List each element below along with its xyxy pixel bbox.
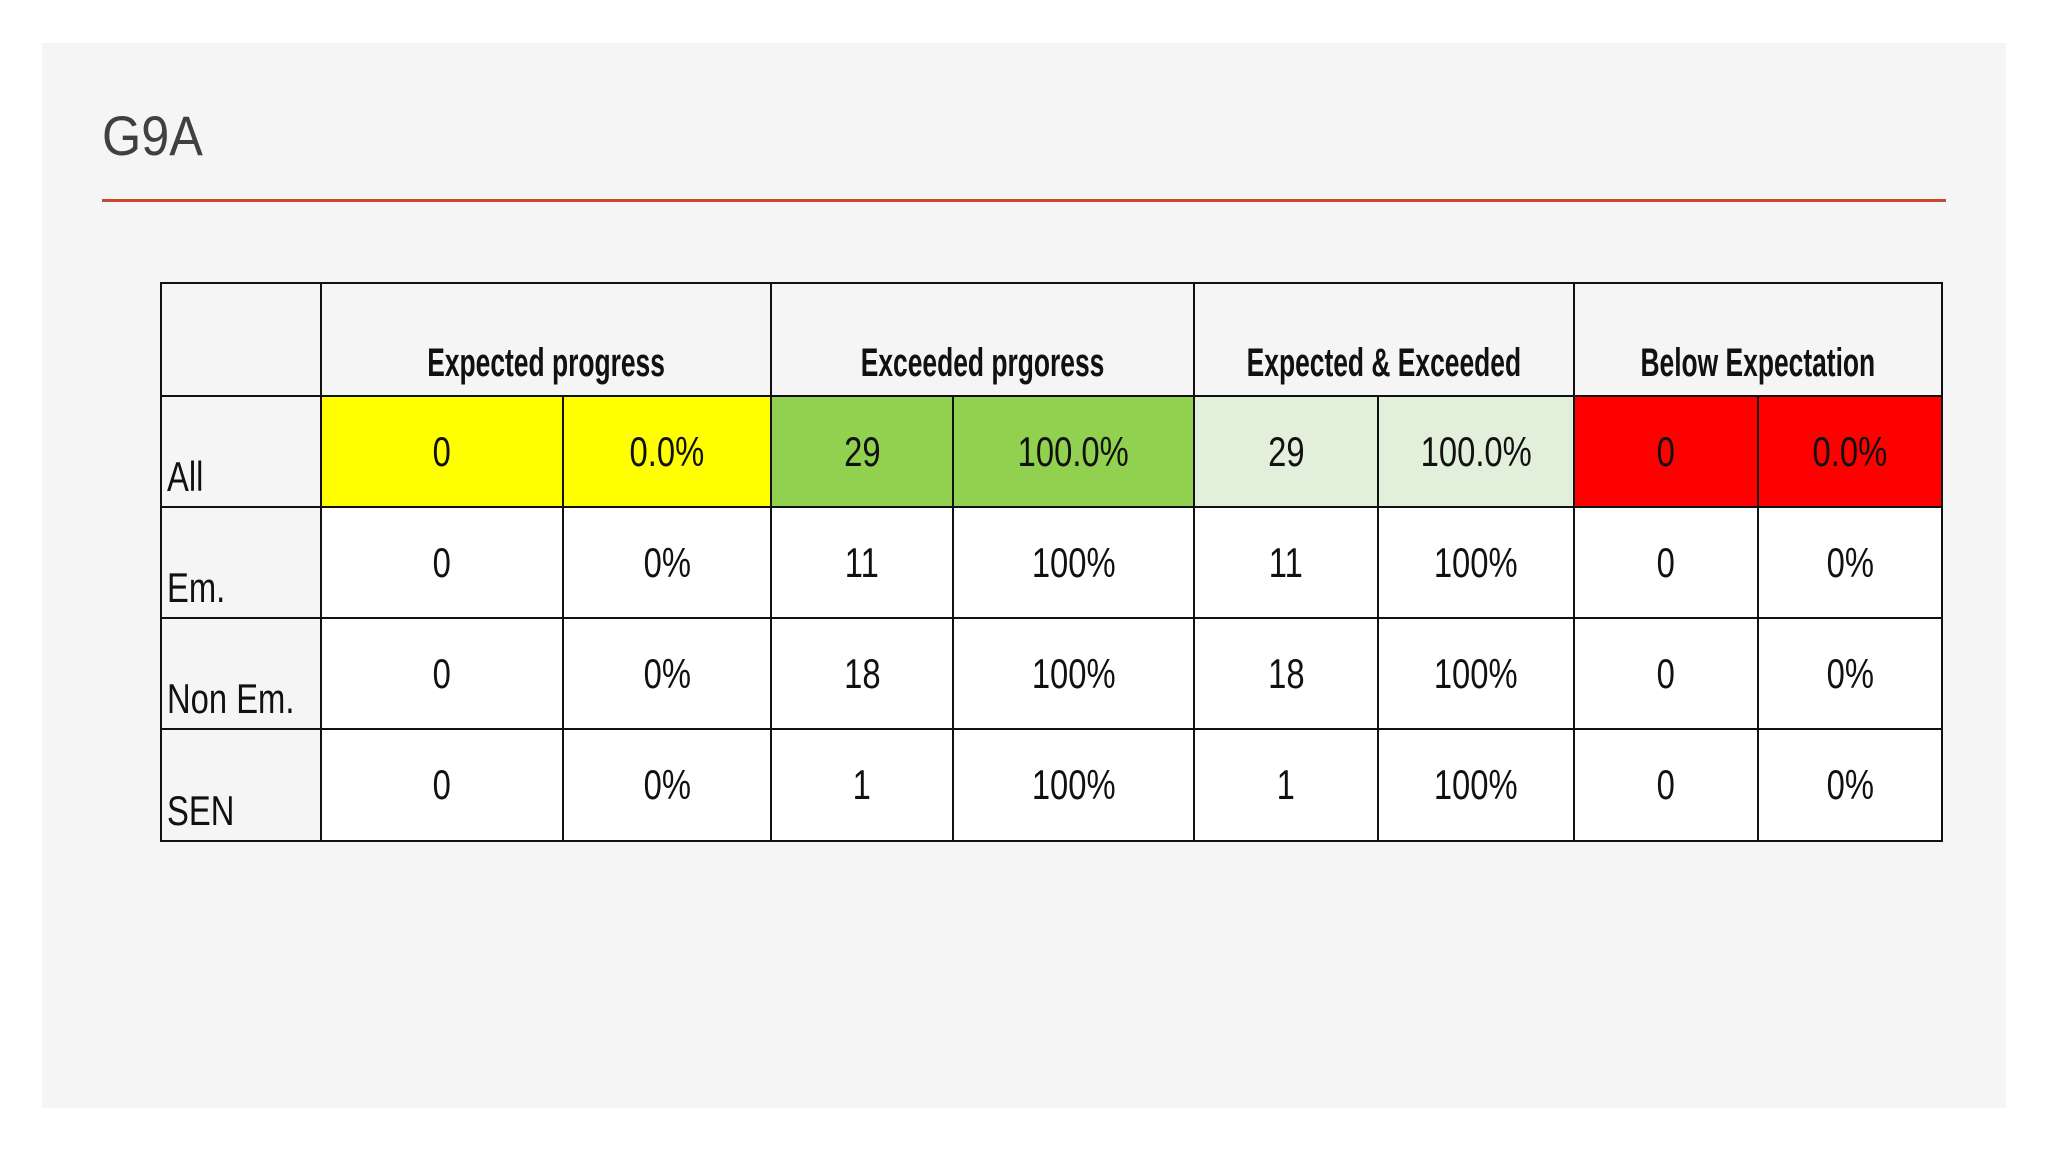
cell-value: 1 bbox=[1194, 729, 1378, 841]
cell-value: 0 bbox=[321, 507, 563, 618]
grid-line bbox=[160, 282, 1943, 284]
cell-value: 0% bbox=[1758, 507, 1942, 618]
grid-line bbox=[952, 396, 954, 841]
row-label: SEN bbox=[167, 787, 235, 834]
grid-line bbox=[1377, 396, 1379, 841]
cell-value: 0 bbox=[321, 396, 563, 507]
cell-value: 0 bbox=[1574, 618, 1758, 729]
grid-line bbox=[1941, 283, 1943, 841]
cell-value: 100% bbox=[953, 729, 1194, 841]
cell-value: 0% bbox=[563, 507, 771, 618]
slide-title: G9A bbox=[102, 104, 203, 167]
cell-value: 0.0% bbox=[563, 396, 771, 507]
cell-value: 0 bbox=[1574, 729, 1758, 841]
row-label: All bbox=[167, 453, 204, 500]
cell-value: 0 bbox=[321, 729, 563, 841]
row-label: Em. bbox=[167, 564, 226, 611]
cell-value: 0% bbox=[563, 729, 771, 841]
grid-line bbox=[562, 396, 564, 841]
cell-value: 0 bbox=[1574, 396, 1758, 507]
grid-line bbox=[160, 283, 162, 841]
grid-line bbox=[160, 617, 1943, 619]
cell-value: 0% bbox=[563, 618, 771, 729]
cell-value: 11 bbox=[1194, 507, 1378, 618]
group-header: Below Expectation bbox=[1640, 341, 1876, 385]
grid-line bbox=[770, 283, 772, 841]
grid-line bbox=[320, 283, 322, 841]
cell-value: 100% bbox=[1378, 618, 1574, 729]
cell-value: 29 bbox=[1194, 396, 1378, 507]
cell-value: 0 bbox=[1574, 507, 1758, 618]
row-label: Non Em. bbox=[167, 675, 295, 722]
cell-value: 100.0% bbox=[953, 396, 1194, 507]
cell-value: 18 bbox=[1194, 618, 1378, 729]
group-header: Expected & Exceeded bbox=[1246, 341, 1522, 385]
cell-value: 100.0% bbox=[1378, 396, 1574, 507]
group-header: Exceeded prgoress bbox=[860, 341, 1105, 385]
group-header: Expected progress bbox=[427, 341, 665, 385]
grid-line bbox=[160, 506, 1943, 508]
grid-line bbox=[1193, 283, 1195, 841]
cell-value: 0% bbox=[1758, 729, 1942, 841]
grid-line bbox=[160, 728, 1943, 730]
cell-value: 0.0% bbox=[1758, 396, 1942, 507]
grid-line bbox=[1757, 396, 1759, 841]
cell-value: 0% bbox=[1758, 618, 1942, 729]
cell-value: 1 bbox=[771, 729, 953, 841]
cell-value: 29 bbox=[771, 396, 953, 507]
cell-value: 100% bbox=[953, 618, 1194, 729]
grid-line bbox=[1573, 283, 1575, 841]
cell-value: 100% bbox=[1378, 507, 1574, 618]
title-rule bbox=[102, 199, 1946, 202]
cell-value: 0 bbox=[321, 618, 563, 729]
grid-line bbox=[160, 395, 1943, 397]
cell-value: 100% bbox=[1378, 729, 1574, 841]
cell-value: 18 bbox=[771, 618, 953, 729]
cell-value: 100% bbox=[953, 507, 1194, 618]
grid-line bbox=[160, 840, 1943, 842]
cell-value: 11 bbox=[771, 507, 953, 618]
